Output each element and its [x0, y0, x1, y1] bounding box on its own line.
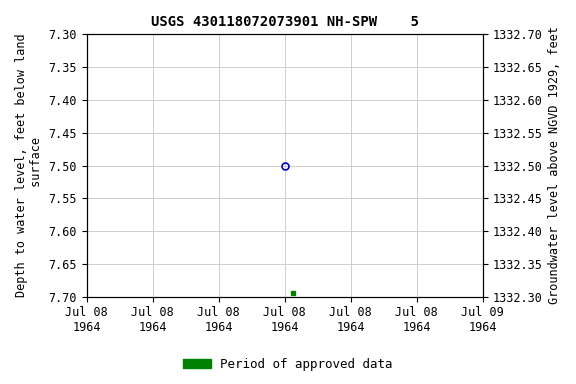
Title: USGS 430118072073901 NH-SPW    5: USGS 430118072073901 NH-SPW 5	[151, 15, 419, 29]
Y-axis label: Groundwater level above NGVD 1929, feet: Groundwater level above NGVD 1929, feet	[548, 26, 561, 305]
Legend: Period of approved data: Period of approved data	[178, 353, 398, 376]
Y-axis label: Depth to water level, feet below land
 surface: Depth to water level, feet below land su…	[15, 34, 43, 297]
